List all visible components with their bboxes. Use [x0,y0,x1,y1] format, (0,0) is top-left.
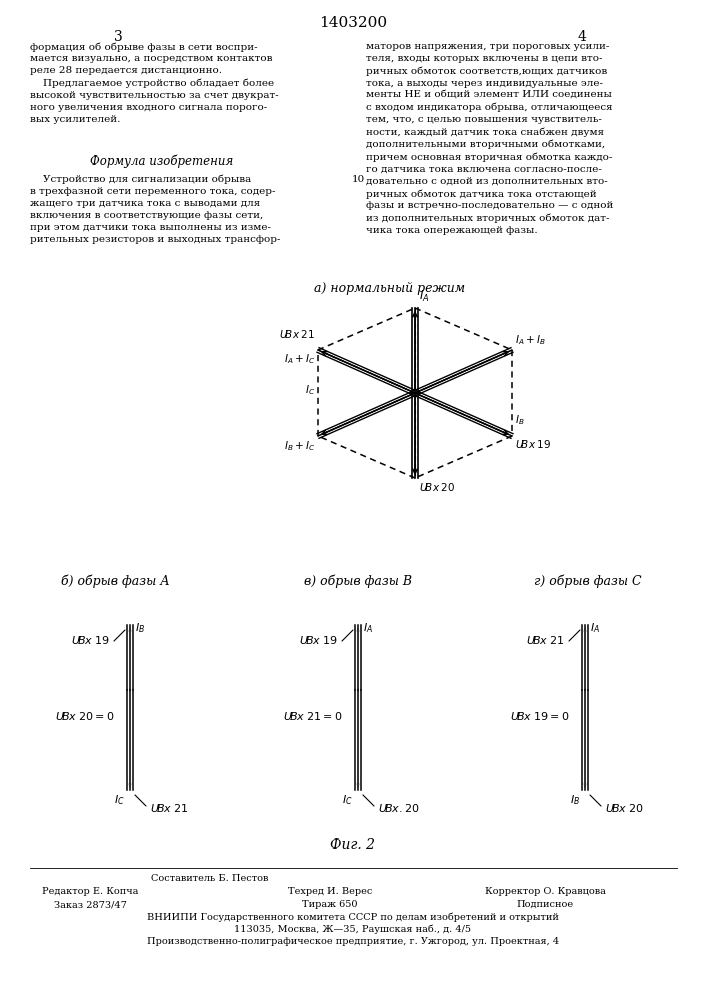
Text: в) обрыв фазы В: в) обрыв фазы В [304,575,412,588]
Text: $I_C$: $I_C$ [342,793,353,807]
Text: $U\!Bx\;19{=}0$: $U\!Bx\;19{=}0$ [510,710,570,722]
Text: Техред И. Верес: Техред И. Верес [288,887,372,896]
Text: Устройство для сигнализации обрыва
в трехфазной сети переменного тока, содер-
жа: Устройство для сигнализации обрыва в тре… [30,175,281,244]
Text: $U\!Bx\;19$: $U\!Bx\;19$ [515,438,551,450]
Text: $I_B$: $I_B$ [515,413,525,427]
Text: $I_A+I_B$: $I_A+I_B$ [515,333,546,347]
Text: $U\!Bx.20$: $U\!Bx.20$ [378,802,420,814]
Text: $U\!Bx\;21{=}0$: $U\!Bx\;21{=}0$ [284,710,343,722]
Text: Фиг. 2: Фиг. 2 [330,838,375,852]
Text: ВНИИПИ Государственного комитета СССР по делам изобретений и открытий: ВНИИПИ Государственного комитета СССР по… [147,912,559,922]
Text: $U\!Bx\;21$: $U\!Bx\;21$ [150,802,189,814]
Text: $U\!Bx\;20$: $U\!Bx\;20$ [605,802,644,814]
Text: $I_B$: $I_B$ [135,621,145,635]
Text: $U\!Bx\;21$: $U\!Bx\;21$ [279,328,315,340]
Text: $U\!Bx\;19$: $U\!Bx\;19$ [299,634,338,646]
Text: $U\!Bx\;21$: $U\!Bx\;21$ [527,634,565,646]
Text: 1403200: 1403200 [319,16,387,30]
Text: Заказ 2873/47: Заказ 2873/47 [54,900,127,909]
Text: $I_A+I_C$: $I_A+I_C$ [284,352,315,366]
Text: 113035, Москва, Ж—35, Раушская наб., д. 4/5: 113035, Москва, Ж—35, Раушская наб., д. … [235,924,472,934]
Text: $I_B+I_C$: $I_B+I_C$ [284,439,315,453]
Text: г) обрыв фазы С: г) обрыв фазы С [534,575,642,588]
Text: Формула изобретения: Формула изобретения [90,155,233,168]
Text: Тираж 650: Тираж 650 [303,900,358,909]
Text: Корректор О. Кравцова: Корректор О. Кравцова [484,887,605,896]
Text: Подписное: Подписное [516,900,573,909]
Text: $U\!Bx\;20$: $U\!Bx\;20$ [419,481,455,493]
Text: $U\!Bx\;20{=}0$: $U\!Bx\;20{=}0$ [55,710,115,722]
Text: $I_A$: $I_A$ [363,621,373,635]
Text: маторов напряжения, три пороговых усили-
теля, входы которых включены в цепи вто: маторов напряжения, три пороговых усили-… [366,42,614,235]
Text: $I_A$: $I_A$ [419,289,430,304]
Text: $I_C$: $I_C$ [115,793,125,807]
Text: $I_A$: $I_A$ [590,621,600,635]
Text: $U\!Bx\;19$: $U\!Bx\;19$ [71,634,110,646]
Text: 4: 4 [578,30,586,44]
Text: а) нормальный режим: а) нормальный режим [315,282,466,295]
Text: Составитель Б. Пестов: Составитель Б. Пестов [151,874,269,883]
Text: б) обрыв фазы А: б) обрыв фазы А [61,575,170,588]
Text: формация об обрыве фазы в сети воспри-
мается визуально, а посредством контактов: формация об обрыве фазы в сети воспри- м… [30,42,279,124]
Text: Редактор Е. Копча: Редактор Е. Копча [42,887,138,896]
Text: $I_B$: $I_B$ [570,793,580,807]
Text: $I_C$: $I_C$ [305,383,315,397]
Text: Производственно-полиграфическое предприятие, г. Ужгород, ул. Проектная, 4: Производственно-полиграфическое предприя… [147,937,559,946]
Text: 3: 3 [114,30,122,44]
Text: 10: 10 [352,175,366,184]
